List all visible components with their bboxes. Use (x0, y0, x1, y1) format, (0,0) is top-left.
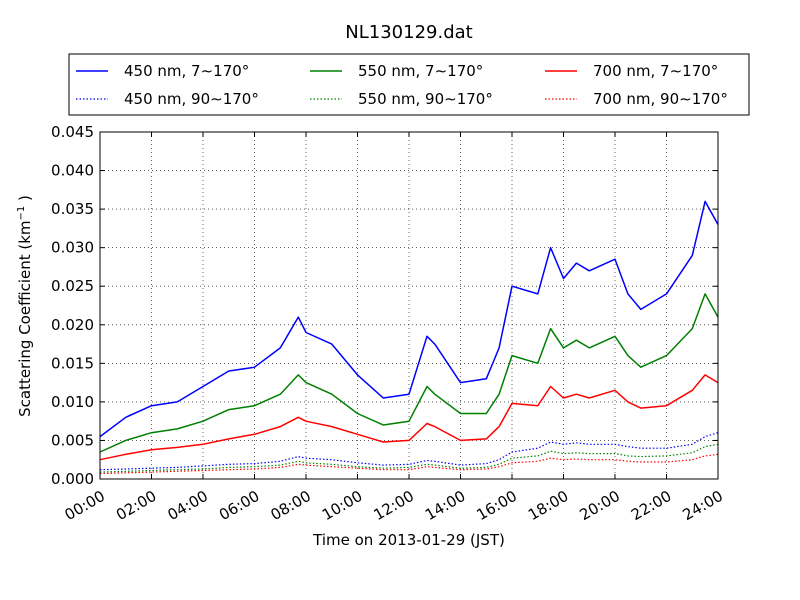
legend-label: 550 nm, 7∼170° (358, 62, 483, 80)
x-tick-label: 20:00 (577, 487, 623, 524)
y-tick-label: 0.035 (51, 200, 94, 218)
y-tick-label: 0.010 (51, 393, 94, 411)
x-tick-label: 22:00 (628, 487, 674, 524)
x-tick-label: 12:00 (371, 487, 417, 524)
series-line (99, 200, 719, 438)
y-tick-label: 0.000 (51, 470, 94, 488)
x-tick-label: 18:00 (525, 487, 571, 524)
legend-label: 450 nm, 90∼170° (124, 90, 259, 108)
y-tick-label: 0.005 (51, 431, 94, 449)
series-group (99, 200, 719, 475)
x-tick-label: 08:00 (268, 487, 314, 524)
x-tick-label: 24:00 (680, 487, 726, 524)
grid (100, 132, 718, 479)
series-line (99, 432, 719, 471)
y-tick-label: 0.040 (51, 162, 94, 180)
x-tick-label: 14:00 (422, 487, 468, 524)
legend-label: 550 nm, 90∼170° (358, 90, 493, 108)
legend-label: 450 nm, 7∼170° (124, 62, 249, 80)
legend: 450 nm, 7∼170° 550 nm, 7∼170° 700 nm, 7∼17… (68, 53, 750, 116)
legend-label: 700 nm, 90∼170° (593, 90, 728, 108)
series-line (99, 293, 719, 453)
y-tick-label: 0.030 (51, 239, 94, 257)
chart-title: NL130129.dat (345, 22, 472, 43)
x-tick-label: 06:00 (216, 487, 262, 524)
x-tick-label: 10:00 (319, 487, 365, 524)
x-tick-label: 02:00 (113, 487, 159, 524)
series-line (99, 374, 719, 461)
y-tick-label: 0.020 (51, 316, 94, 334)
x-axis-label: Time on 2013-01-29 (JST) (312, 531, 505, 549)
x-tick-label: 00:00 (62, 487, 108, 524)
legend-box (68, 53, 750, 116)
y-tick-label: 0.015 (51, 354, 94, 372)
y-tick-label: 0.025 (51, 277, 94, 295)
legend-label: 700 nm, 7∼170° (593, 62, 718, 80)
y-axis-label-end: ) (16, 195, 34, 206)
y-tick-label: 0.045 (51, 123, 94, 141)
series-line (99, 443, 719, 473)
ticks: 00:00 02:00 04:00 06:00 08:00 10:00 12:00 14:00… (51, 123, 726, 524)
y-axis-label-main: Scattering Coefficient (km (16, 220, 34, 416)
y-axis-label-superscript: −1 (16, 206, 27, 221)
x-tick-label: 16:00 (474, 487, 520, 524)
series-line (99, 453, 719, 475)
y-axis-label: Scattering Coefficient (km−1 ) (16, 195, 34, 417)
x-tick-label: 04:00 (165, 487, 211, 524)
